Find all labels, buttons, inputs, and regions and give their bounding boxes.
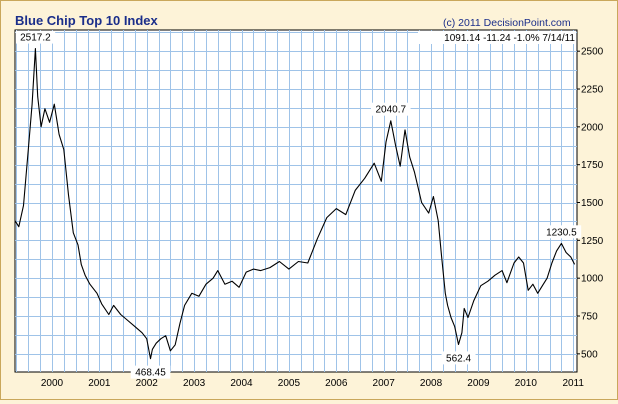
copyright-text: (c) 2011 DecisionPoint.com <box>443 17 571 29</box>
annotation-box <box>541 225 582 239</box>
x-tick-label: 2008 <box>420 378 443 389</box>
annotation-box <box>370 102 411 116</box>
x-tick-label: 2000 <box>41 378 64 389</box>
x-tick-label: 2010 <box>515 378 538 389</box>
annotation-label: 468.45 <box>135 368 166 379</box>
y-tick-label: 1250 <box>581 236 604 247</box>
x-tick-label: 2002 <box>136 378 159 389</box>
y-tick-label: 2250 <box>581 85 604 96</box>
x-tick-label: 2006 <box>325 378 348 389</box>
y-tick-label: 750 <box>581 312 598 323</box>
y-tick-label: 2500 <box>581 47 604 58</box>
x-tick-label: 2003 <box>183 378 206 389</box>
annotation-box <box>441 351 476 365</box>
quote-readout: 1091.14 -11.24 -1.0% 7/14/11 <box>444 33 575 44</box>
y-axis-labels: 500 750 1000 1250 1500 1750 2000 2250 2500 <box>577 47 604 360</box>
series-line <box>14 48 576 360</box>
y-tick-label: 1750 <box>581 160 604 171</box>
y-tick-label: 500 <box>581 349 598 360</box>
annotation-label: 562.4 <box>446 353 471 364</box>
annotation-label: 2040.7 <box>375 105 406 116</box>
annotation-box <box>130 365 171 379</box>
x-tick-label: 2009 <box>467 378 490 389</box>
x-axis-labels: 2000 2001 2002 2003 2004 2005 2006 2007 2008 2009… <box>41 378 585 389</box>
annotation-label: 2517.2 <box>20 33 51 44</box>
y-tick-label: 2000 <box>581 122 604 133</box>
x-tick-label: 2011 <box>562 378 584 389</box>
annotation-box <box>15 30 56 44</box>
x-tick-label: 2004 <box>230 378 253 389</box>
peak-annotations: 2517.2 468.45 2040.7 562.4 1230.5 <box>15 30 582 379</box>
y-tick-label: 1000 <box>581 274 604 285</box>
quote-box <box>418 31 576 44</box>
x-tick-label: 2005 <box>278 378 301 389</box>
x-tick-label: 2007 <box>373 378 396 389</box>
y-tick-label: 1500 <box>581 198 604 209</box>
annotation-label: 1230.5 <box>546 227 577 238</box>
x-tick-label: 2001 <box>88 378 111 389</box>
chart-title: Blue Chip Top 10 Index <box>15 13 159 28</box>
